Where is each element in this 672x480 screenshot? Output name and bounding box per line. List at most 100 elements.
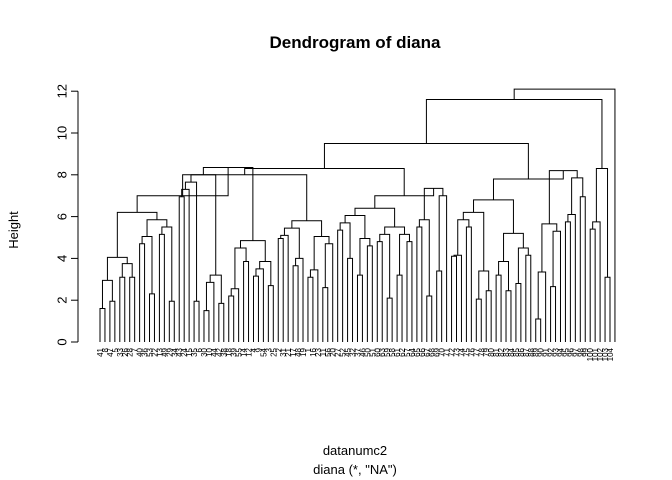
leaf-label: 44: [210, 347, 219, 356]
leaf-label: 22: [150, 347, 159, 356]
leaf-label: 48: [294, 347, 303, 356]
leaf-label: 13: [155, 347, 164, 356]
leaf-label: 90: [537, 347, 546, 356]
leaf-label: 94: [556, 347, 565, 356]
leaf-label: 68: [428, 347, 437, 356]
dendrogram-merge: [535, 318, 542, 342]
dendrogram-merge: [339, 222, 351, 259]
dendrogram-merge: [292, 265, 299, 342]
dendrogram-merge: [280, 234, 289, 342]
leaf-label: 31: [279, 347, 288, 356]
leaf-label: 51: [368, 347, 377, 356]
leaf-label: 61: [393, 347, 402, 356]
leaf-label: 15: [185, 347, 194, 356]
dendrogram-merge: [228, 295, 235, 342]
dendrogram-merge: [451, 255, 458, 342]
dendrogram-merge: [478, 270, 490, 300]
dendrogram-merge: [161, 226, 173, 302]
leaf-label: 89: [532, 347, 541, 356]
leaf-label: 93: [552, 347, 561, 356]
leaf-label: 10: [205, 347, 214, 356]
leaf-label: 59: [383, 347, 392, 356]
leaf-label: 35: [190, 347, 199, 356]
leaf-label: 8: [101, 347, 110, 352]
y-tick-label: 12: [55, 84, 70, 98]
leaf-label: 65: [413, 347, 422, 356]
dendrogram-merge: [178, 196, 185, 342]
dendrogram-merge: [203, 310, 210, 342]
leaf-label: 79: [482, 347, 491, 356]
dendrogram-merge: [337, 229, 344, 342]
leaf-label: 43: [175, 347, 184, 356]
leaf-label: 19: [299, 347, 308, 356]
dendrogram-merge: [218, 302, 225, 342]
leaf-label: 28: [126, 347, 135, 356]
dendrogram-merge: [295, 257, 304, 342]
dendrogram-merge: [457, 219, 470, 256]
leaf-label: 21: [284, 347, 293, 356]
dendrogram-merge: [121, 263, 133, 278]
leaf-label: 80: [487, 347, 496, 356]
dendrogram-merge: [537, 271, 547, 342]
dendrogram-merge: [99, 308, 106, 342]
leaf-label: 54: [259, 347, 268, 356]
y-tick-label: 4: [55, 255, 70, 262]
leaf-label: 29: [165, 347, 174, 356]
dendrogram-merge: [205, 281, 215, 342]
dendrogram-merge: [193, 300, 200, 342]
dendrogram-merge: [309, 269, 319, 342]
dendrogram-merge: [525, 254, 532, 342]
leaf-label: 96: [566, 347, 575, 356]
leaf-label: 75: [462, 347, 471, 356]
leaf-label: 49: [160, 347, 169, 356]
dendrogram-merge: [567, 214, 576, 342]
dendrogram-merge: [267, 285, 274, 342]
dendrogram-merge: [184, 181, 198, 302]
leaf-label: 98: [576, 347, 585, 356]
leaf-label: 100: [586, 347, 595, 361]
leaf-label: 26: [121, 347, 130, 356]
leaf-label: 63: [378, 347, 387, 356]
dendrogram-merge: [418, 219, 430, 297]
leaf-label: 11: [319, 347, 328, 356]
dendrogram-merge: [399, 233, 410, 276]
dendrogram-merge: [475, 298, 482, 342]
dendrogram-merge: [416, 226, 423, 342]
leaf-labels: 4184753326287403653221349293443241535630…: [96, 347, 615, 361]
dendrogram-merge: [324, 243, 334, 342]
leaf-label: 34: [170, 347, 179, 356]
leaf-label: 50: [363, 347, 372, 356]
chart-title: Dendrogram of diana: [270, 33, 442, 52]
dendrogram-merge: [119, 276, 126, 342]
dendrogram-merge: [141, 235, 153, 294]
leaf-label: 99: [581, 347, 590, 356]
leaf-label: 95: [561, 347, 570, 356]
dendrogram-merge: [513, 88, 616, 342]
dendrogram-merge: [384, 226, 406, 235]
dendrogram-merge: [109, 300, 116, 342]
dendrogram-merge: [595, 168, 609, 278]
leaf-label: 2: [274, 347, 283, 352]
dendrogram-merge: [234, 247, 247, 289]
leaf-label: 46: [358, 347, 367, 356]
y-tick-label: 10: [55, 126, 70, 140]
leaf-label: 60: [373, 347, 382, 356]
dendrogram-merge: [571, 177, 584, 215]
dendrogram-merge: [592, 221, 601, 342]
dendrogram-merge: [307, 276, 314, 342]
dendrogram-merge: [425, 99, 603, 169]
dendrogram-merge: [386, 297, 393, 342]
dendrogram-merge: [129, 276, 136, 342]
leaf-label: 53: [146, 347, 155, 356]
dendrogram-merge: [190, 174, 217, 276]
leaf-label: 52: [339, 347, 348, 356]
y-tick-label: 8: [55, 171, 70, 178]
leaf-label: 88: [527, 347, 536, 356]
dendrogram-merge: [322, 287, 329, 342]
dendrogram-merge: [406, 241, 413, 342]
leaf-label: 17: [289, 347, 298, 356]
leaf-label: 5: [111, 347, 120, 352]
leaf-label: 73: [453, 347, 462, 356]
dendrogram-merge: [359, 238, 371, 276]
